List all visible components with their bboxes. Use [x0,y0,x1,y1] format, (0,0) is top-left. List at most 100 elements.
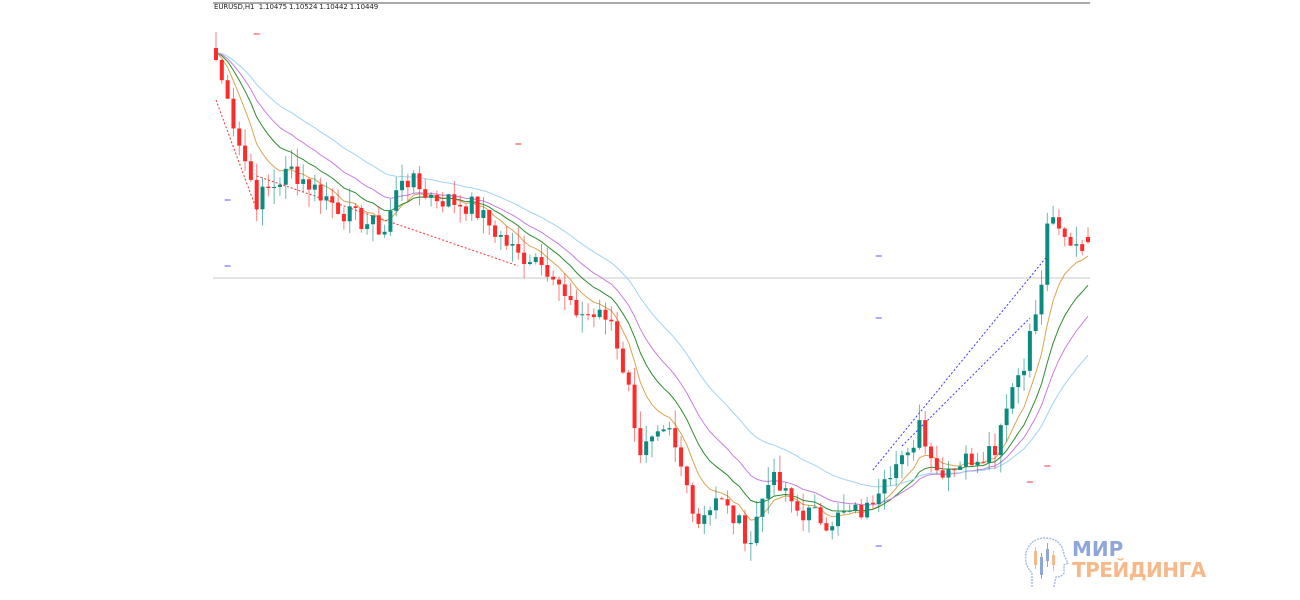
chart-title: EURUSD,H1 1.10475 1.10524 1.10442 1.1044… [214,3,378,11]
candle [429,192,434,207]
candle-body [929,446,934,459]
candle-body [609,319,614,322]
candle-body [312,184,317,190]
candle [586,303,591,321]
candle-body [394,190,399,211]
candle [481,196,486,234]
candle [1004,394,1009,442]
candle [806,504,811,533]
candle-body [458,204,463,207]
candle [609,306,614,331]
candle [690,482,695,523]
candle-body [411,173,416,188]
trend-line [215,99,258,211]
candle [975,452,980,474]
candle-body [370,215,375,225]
candle [1027,323,1032,378]
candle-body [1086,237,1090,243]
candle-body [836,512,841,527]
candle-body [690,485,695,514]
candle-body [923,420,928,447]
candle-body [934,458,939,471]
candle [225,74,230,100]
candle [801,493,806,531]
candle [359,204,364,233]
candle-body [574,299,579,316]
candle [475,196,480,221]
candle-body [725,499,730,506]
candle-body [434,194,439,202]
candle-body [475,196,480,218]
candle-body [998,425,1003,456]
candle-body [650,436,654,442]
candle [254,163,259,222]
candle [533,253,538,265]
candle [899,450,904,479]
candle-body [341,213,346,222]
candle [952,467,957,478]
candle-body [946,469,951,478]
candle-body [498,234,503,237]
candle [394,176,399,217]
candle-body [766,485,771,499]
candle-body [272,186,277,189]
candle-body [219,60,224,81]
candle-body [754,516,759,544]
candle [301,164,306,192]
candle-body [888,478,893,480]
candle-body [1033,314,1038,332]
candle [847,504,852,513]
candle [772,458,777,496]
candle-body [806,507,811,521]
candle-body [365,224,370,230]
candle [859,498,864,520]
candle [684,465,689,494]
candle-body [295,166,300,184]
candle [888,465,893,486]
candle [894,450,899,487]
candle-body [963,453,968,467]
candle [405,173,410,203]
candle [487,209,492,236]
candle [708,506,713,526]
candle [434,190,439,209]
candle-body [696,513,701,524]
candle [696,508,701,529]
candle-body [1004,408,1009,426]
candle-body [952,469,957,471]
candle-body [446,194,451,207]
candle [603,302,608,335]
candle [382,224,387,238]
candle-body [248,161,253,180]
candle-body [899,455,904,465]
candle [830,521,835,540]
candle [958,461,963,470]
candle-body [1045,223,1050,285]
candle-body [748,543,753,545]
candle-body [417,173,422,190]
candle [574,289,579,318]
candle [870,495,875,510]
candle [289,150,294,179]
candle-body [684,466,689,486]
candle-body [353,206,358,208]
candle-body [1062,228,1067,237]
candle-body [551,276,556,280]
candle-body [307,179,312,190]
candle-body [679,447,684,467]
candle-body [992,446,997,456]
candle [882,469,887,510]
candle-body [382,231,387,235]
candle [388,199,393,236]
candle-body [231,98,236,129]
candle-body [1051,217,1056,224]
candle [754,501,759,547]
candle-body [359,207,364,230]
candle [1074,226,1079,257]
candle-body [615,321,620,349]
candle-body [894,464,899,479]
candle-body [626,372,631,385]
candle [260,177,265,226]
candle [498,230,503,250]
